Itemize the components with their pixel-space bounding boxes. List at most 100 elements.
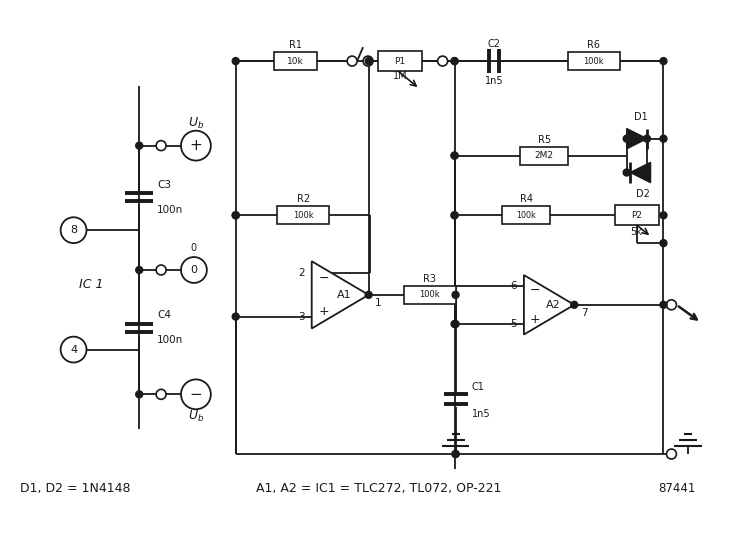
Circle shape <box>667 449 676 459</box>
Circle shape <box>156 265 166 275</box>
Circle shape <box>437 56 448 66</box>
Circle shape <box>60 217 86 243</box>
Text: −: − <box>189 387 203 402</box>
Circle shape <box>660 212 667 219</box>
Text: 1M: 1M <box>393 71 408 81</box>
Circle shape <box>181 380 211 409</box>
Circle shape <box>571 301 577 308</box>
Circle shape <box>451 212 458 219</box>
Circle shape <box>156 389 166 399</box>
Text: 1: 1 <box>375 298 382 308</box>
Circle shape <box>136 391 143 398</box>
Text: 2M2: 2M2 <box>535 151 554 160</box>
Text: D1: D1 <box>634 112 647 122</box>
Text: $U_b$: $U_b$ <box>188 116 204 131</box>
Circle shape <box>232 212 239 219</box>
Polygon shape <box>627 129 647 149</box>
Text: 87441: 87441 <box>659 482 696 496</box>
Text: 6: 6 <box>510 280 517 290</box>
Circle shape <box>644 135 650 142</box>
Circle shape <box>660 301 667 308</box>
Text: D1, D2 = 1N4148: D1, D2 = 1N4148 <box>20 482 130 496</box>
Text: +: + <box>189 138 203 153</box>
Circle shape <box>156 140 166 151</box>
Circle shape <box>660 58 667 65</box>
Circle shape <box>660 240 667 247</box>
Bar <box>568 52 620 70</box>
Circle shape <box>363 56 373 66</box>
Bar <box>277 206 329 224</box>
Text: P2: P2 <box>631 211 642 220</box>
Text: C2: C2 <box>488 39 501 49</box>
Text: 100n: 100n <box>157 335 183 344</box>
Text: 100n: 100n <box>157 205 183 215</box>
Text: 0: 0 <box>191 243 197 253</box>
Bar <box>520 147 568 164</box>
Bar <box>502 206 550 224</box>
Text: +: + <box>530 313 540 326</box>
Text: A1, A2 = IC1 = TLC272, TL072, OP-221: A1, A2 = IC1 = TLC272, TL072, OP-221 <box>256 482 501 496</box>
Circle shape <box>136 142 143 149</box>
Text: 100k: 100k <box>583 57 604 66</box>
Text: R4: R4 <box>520 194 533 205</box>
Circle shape <box>365 58 372 65</box>
Text: 3: 3 <box>299 311 305 321</box>
Text: 2: 2 <box>299 268 305 278</box>
Text: R5: R5 <box>538 135 551 145</box>
Bar <box>404 286 455 304</box>
Circle shape <box>452 320 459 327</box>
Text: R2: R2 <box>297 194 310 205</box>
Polygon shape <box>524 275 574 334</box>
Text: C3: C3 <box>157 180 171 191</box>
Text: −: − <box>318 272 329 285</box>
Text: 0: 0 <box>191 265 197 275</box>
Circle shape <box>365 292 372 299</box>
Text: 10k: 10k <box>287 57 304 66</box>
Circle shape <box>623 169 630 176</box>
Text: 100k: 100k <box>516 211 536 220</box>
Text: C1: C1 <box>472 382 484 392</box>
Circle shape <box>667 300 676 310</box>
Text: 1n5: 1n5 <box>485 76 504 86</box>
Text: D2: D2 <box>635 190 650 199</box>
Text: 100k: 100k <box>293 211 314 220</box>
Circle shape <box>232 313 239 320</box>
Text: 8: 8 <box>70 225 77 235</box>
Text: R1: R1 <box>289 40 302 50</box>
Circle shape <box>451 212 458 219</box>
Text: −: − <box>530 284 540 297</box>
Circle shape <box>136 266 143 273</box>
Text: +: + <box>318 305 329 318</box>
Circle shape <box>232 58 239 65</box>
Circle shape <box>623 135 630 142</box>
Text: 5: 5 <box>510 319 517 329</box>
Text: $U_b$: $U_b$ <box>188 409 204 424</box>
Polygon shape <box>311 261 369 328</box>
Text: R6: R6 <box>587 40 600 50</box>
Text: A1: A1 <box>337 290 352 300</box>
Circle shape <box>60 336 86 363</box>
Circle shape <box>451 58 458 65</box>
Text: A2: A2 <box>545 300 560 310</box>
Text: 7: 7 <box>581 308 588 318</box>
Polygon shape <box>630 162 650 183</box>
Circle shape <box>181 257 207 283</box>
Text: C4: C4 <box>157 310 171 320</box>
Circle shape <box>451 320 458 327</box>
Circle shape <box>660 135 667 142</box>
Circle shape <box>347 56 357 66</box>
Circle shape <box>181 131 211 161</box>
Circle shape <box>451 58 458 65</box>
Text: 5k: 5k <box>631 227 642 237</box>
Text: 100k: 100k <box>419 290 440 300</box>
Text: P1: P1 <box>394 57 405 66</box>
Bar <box>378 51 422 71</box>
Circle shape <box>451 152 458 159</box>
Circle shape <box>452 451 459 458</box>
Text: 1n5: 1n5 <box>472 409 490 419</box>
Circle shape <box>451 152 458 159</box>
Circle shape <box>452 451 459 458</box>
Text: 4: 4 <box>70 344 77 355</box>
Text: R3: R3 <box>423 274 437 284</box>
Circle shape <box>644 169 650 176</box>
